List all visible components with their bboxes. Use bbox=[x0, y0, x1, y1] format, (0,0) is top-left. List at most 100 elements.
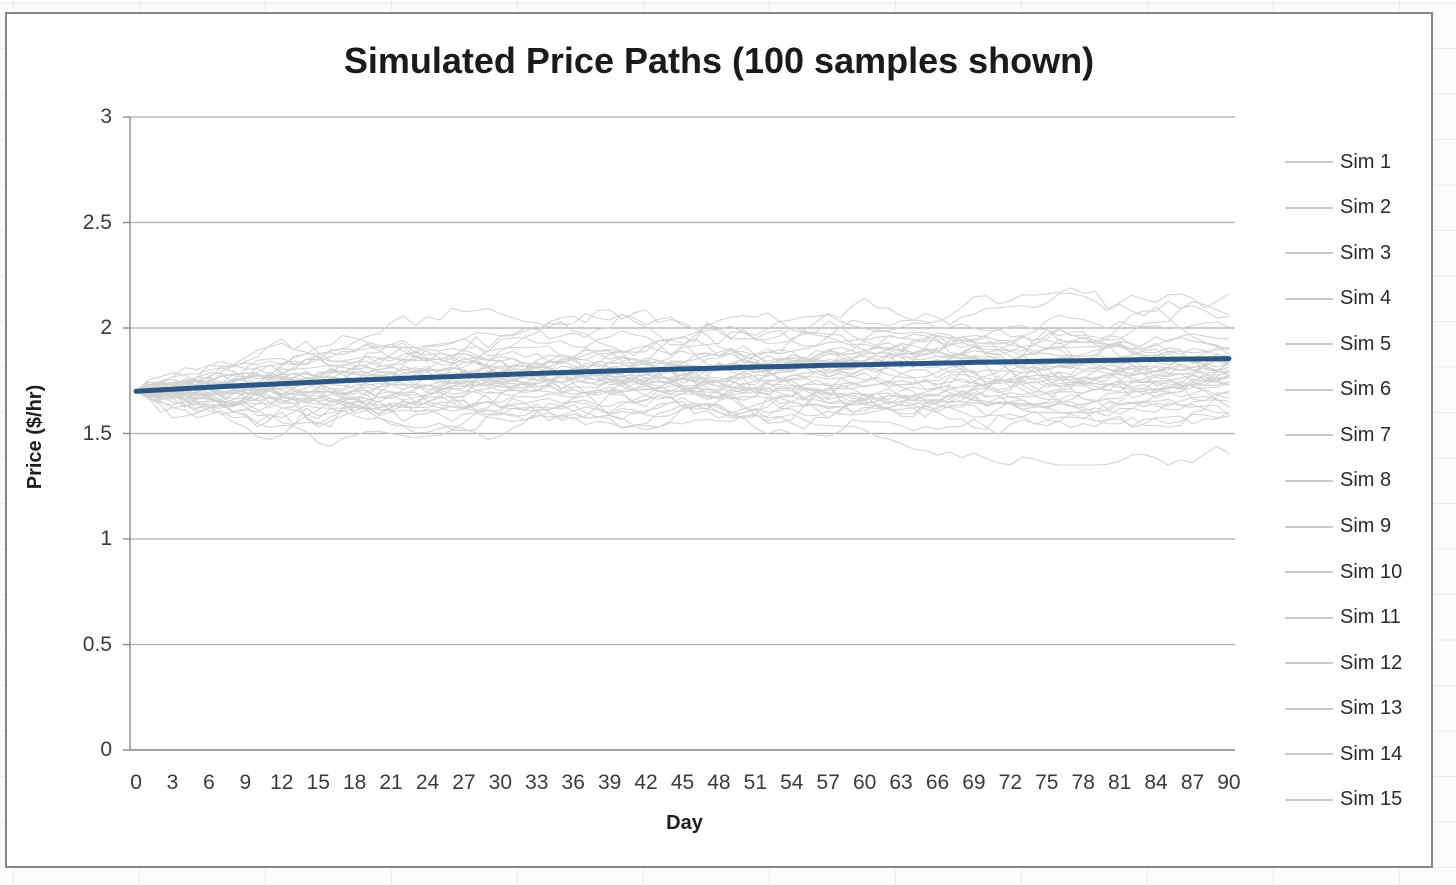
legend-line-marker bbox=[1285, 616, 1333, 619]
chart-title: Simulated Price Paths (100 samples shown… bbox=[343, 40, 1095, 81]
sim-path bbox=[135, 314, 1230, 392]
sim-path bbox=[135, 336, 1230, 403]
x-tick-label: 39 bbox=[597, 771, 622, 794]
y-tick-label: 2.5 bbox=[82, 210, 112, 234]
legend-item[interactable]: Sim 14 bbox=[1285, 740, 1402, 768]
legend-label: Sim 10 bbox=[1340, 560, 1403, 583]
sim-path bbox=[135, 335, 1230, 397]
legend-item[interactable]: Sim 10 bbox=[1285, 558, 1402, 586]
legend-label: Sim 11 bbox=[1340, 606, 1401, 629]
y-tick-label: 0 bbox=[100, 738, 112, 761]
x-tick-label: 78 bbox=[1071, 771, 1095, 794]
legend-label: Sim 15 bbox=[1340, 788, 1403, 811]
chart-object[interactable]: Simulated Price Paths (100 samples shown… bbox=[5, 12, 1433, 868]
legend-label: Sim 1 bbox=[1340, 150, 1392, 173]
legend-line-marker bbox=[1285, 388, 1333, 391]
x-tick-label: 51 bbox=[743, 771, 768, 794]
x-tick-label: 27 bbox=[452, 771, 476, 794]
legend-item[interactable]: Sim 11 bbox=[1285, 604, 1401, 632]
x-tick-label: 24 bbox=[415, 771, 440, 794]
x-tick-label: 0 bbox=[130, 771, 142, 794]
legend-label: Sim 7 bbox=[1340, 423, 1392, 446]
x-tick-label: 57 bbox=[816, 771, 840, 794]
x-tick-label: 6 bbox=[203, 771, 215, 794]
mean-path bbox=[133, 356, 1232, 394]
legend-line-marker bbox=[1285, 525, 1333, 528]
legend-line-marker bbox=[1285, 252, 1333, 255]
x-tick-label: 15 bbox=[306, 771, 330, 794]
legend-item[interactable]: Sim 6 bbox=[1285, 376, 1391, 404]
sim-path bbox=[135, 341, 1230, 419]
y-tick-label: 0.5 bbox=[82, 632, 112, 656]
legend-item[interactable]: Sim 1 bbox=[1285, 148, 1391, 176]
x-tick-label: 54 bbox=[780, 771, 804, 794]
legend-item[interactable]: Sim 5 bbox=[1285, 330, 1391, 358]
legend-line-marker bbox=[1285, 571, 1333, 574]
sim-path bbox=[135, 297, 1230, 398]
legend-line-marker bbox=[1285, 343, 1333, 346]
sim-path bbox=[135, 292, 1230, 396]
x-tick-label: 81 bbox=[1107, 771, 1132, 794]
x-tick-label: 72 bbox=[998, 771, 1023, 794]
legend-item[interactable]: Sim 15 bbox=[1285, 786, 1402, 814]
legend-line-marker bbox=[1285, 434, 1333, 437]
x-tick-label: 84 bbox=[1144, 771, 1168, 794]
x-axis-title: Day bbox=[666, 812, 703, 834]
legend-label: Sim 9 bbox=[1340, 515, 1392, 538]
x-tick-label: 21 bbox=[379, 771, 403, 794]
legend-item[interactable]: Sim 8 bbox=[1285, 467, 1391, 495]
legend-item[interactable]: Sim 4 bbox=[1285, 285, 1391, 313]
x-tick-label: 87 bbox=[1180, 771, 1205, 794]
sim-path bbox=[135, 287, 1230, 397]
x-tick-label: 69 bbox=[962, 771, 986, 794]
legend-line-marker bbox=[1285, 206, 1333, 209]
x-tick-label: 36 bbox=[561, 771, 585, 794]
y-tick-label: 1 bbox=[100, 527, 112, 550]
legend-line-marker bbox=[1285, 707, 1333, 710]
sim-path bbox=[135, 300, 1230, 395]
x-tick-label: 42 bbox=[634, 771, 658, 794]
legend-label: Sim 3 bbox=[1340, 241, 1392, 264]
sim-path bbox=[135, 342, 1230, 400]
legend-label: Sim 8 bbox=[1340, 469, 1392, 492]
y-tick-label: 2 bbox=[100, 316, 112, 339]
sim-path bbox=[135, 347, 1230, 410]
sim-path bbox=[135, 349, 1230, 402]
x-tick-label: 63 bbox=[889, 771, 913, 794]
legend-label: Sim 6 bbox=[1340, 378, 1392, 401]
x-tick-label: 60 bbox=[852, 771, 877, 794]
legend-label: Sim 2 bbox=[1340, 196, 1392, 219]
x-tick-label: 9 bbox=[239, 771, 252, 794]
legend-label: Sim 4 bbox=[1340, 287, 1392, 310]
y-tick-label: 1.5 bbox=[82, 421, 112, 445]
legend-item[interactable]: Sim 13 bbox=[1285, 695, 1402, 723]
x-tick-label: 66 bbox=[925, 771, 950, 794]
sim-path bbox=[135, 379, 1230, 448]
x-tick-label: 30 bbox=[488, 771, 513, 794]
x-tick-label: 48 bbox=[707, 771, 731, 794]
legend-item[interactable]: Sim 3 bbox=[1285, 239, 1391, 267]
legend-line-marker bbox=[1285, 798, 1333, 801]
legend-line-marker bbox=[1285, 479, 1333, 482]
x-tick-label: 33 bbox=[525, 771, 549, 794]
plot-area bbox=[123, 116, 1235, 751]
x-tick-label: 45 bbox=[670, 771, 695, 794]
sim-path bbox=[135, 335, 1230, 410]
x-tick-label: 90 bbox=[1217, 771, 1241, 794]
x-tick-label: 3 bbox=[166, 771, 179, 794]
legend-item[interactable]: Sim 2 bbox=[1285, 194, 1391, 222]
sim-path bbox=[135, 372, 1230, 440]
legend-line-marker bbox=[1285, 662, 1333, 665]
legend-label: Sim 5 bbox=[1340, 332, 1392, 355]
legend-line-marker bbox=[1285, 161, 1333, 163]
x-tick-label: 75 bbox=[1035, 771, 1059, 794]
legend-item[interactable]: Sim 9 bbox=[1285, 513, 1391, 541]
x-tick-label: 18 bbox=[342, 771, 367, 794]
legend-item[interactable]: Sim 7 bbox=[1285, 421, 1391, 449]
y-tick-label: 3 bbox=[100, 105, 112, 128]
legend-line-marker bbox=[1285, 297, 1333, 300]
legend-label: Sim 14 bbox=[1340, 742, 1403, 765]
x-tick-label: 12 bbox=[270, 771, 294, 794]
legend-item[interactable]: Sim 12 bbox=[1285, 649, 1402, 677]
sim-path bbox=[135, 365, 1230, 415]
